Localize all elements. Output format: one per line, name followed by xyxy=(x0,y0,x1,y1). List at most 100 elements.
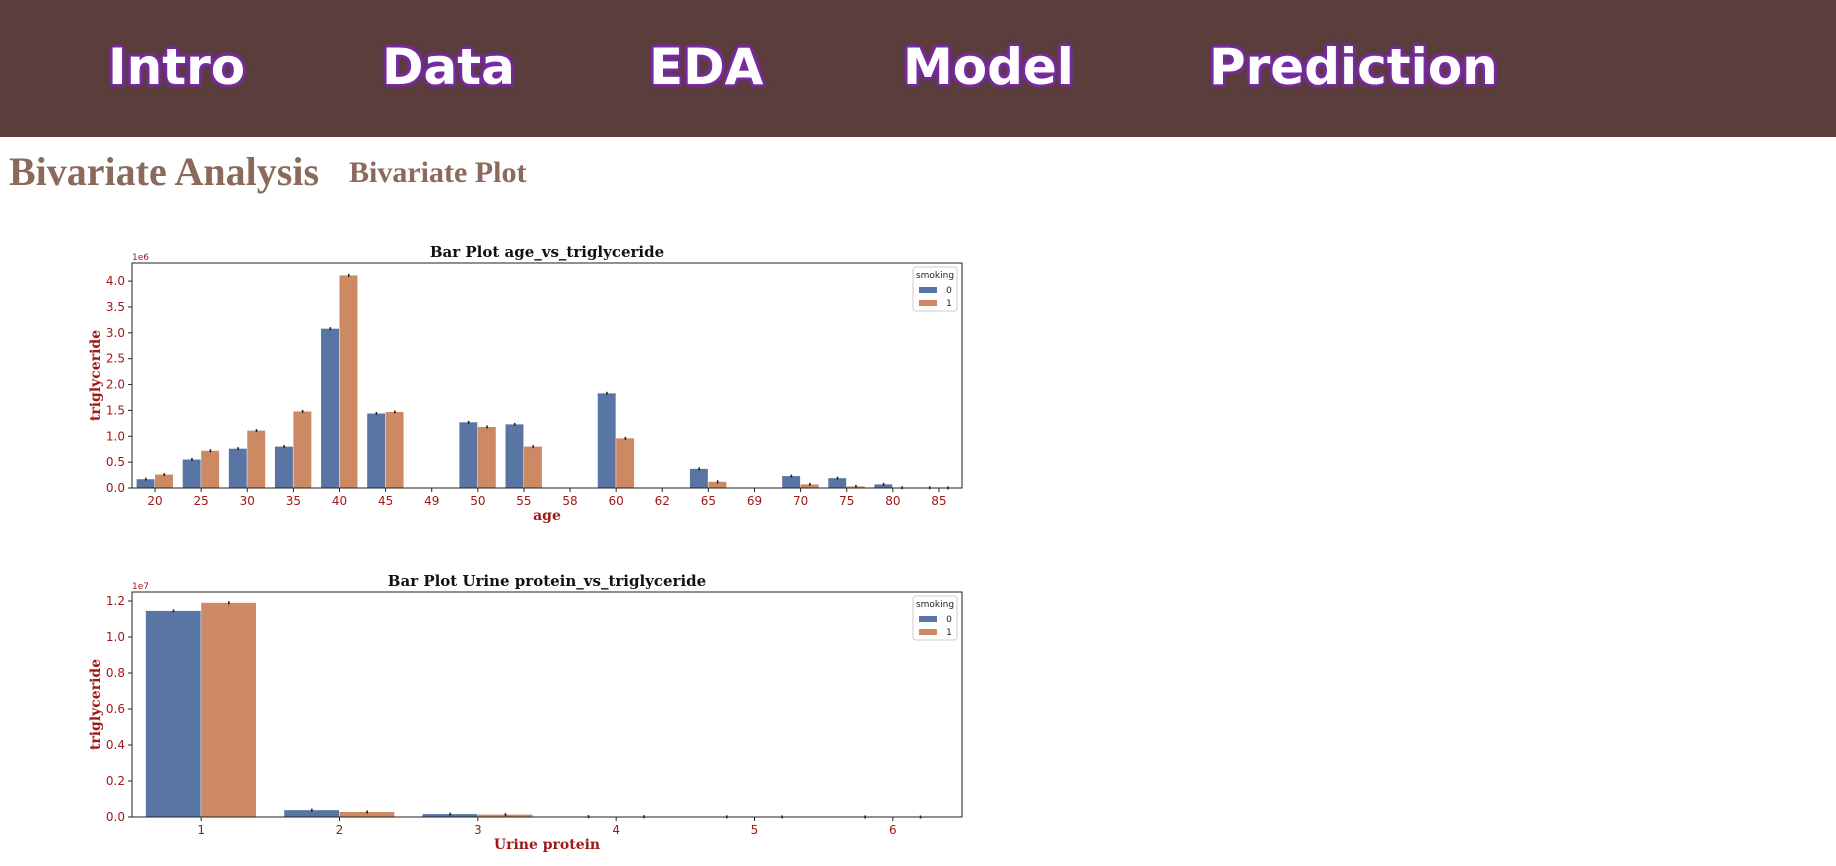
y-tick-label: 0.6 xyxy=(106,702,125,716)
x-tick-label: 55 xyxy=(516,494,531,508)
y-tick-label: 1.0 xyxy=(106,630,125,644)
legend-swatch-0 xyxy=(919,287,937,293)
legend-title: smoking xyxy=(916,271,954,281)
top-navbar: Intro Data EDA Model Prediction xyxy=(0,0,1836,137)
bar-series-1-65 xyxy=(708,481,727,488)
x-tick-label: 65 xyxy=(701,494,716,508)
y-tick-label: 0.4 xyxy=(106,738,125,752)
bar-series-0-70 xyxy=(782,476,801,488)
legend-label-0: 0 xyxy=(946,615,952,625)
y-tick-label: 3.0 xyxy=(106,326,125,340)
x-tick-label: 69 xyxy=(747,494,762,508)
y-tick-label: 2.5 xyxy=(106,352,125,366)
x-tick-label: 70 xyxy=(793,494,808,508)
legend-swatch-0 xyxy=(919,616,937,622)
x-tick-label: 30 xyxy=(240,494,255,508)
x-tick-label: 45 xyxy=(378,494,393,508)
chart-title: Bar Plot Urine protein_vs_triglyceride xyxy=(388,572,706,590)
y-tick-label: 0.0 xyxy=(106,481,125,495)
bar-series-1-1 xyxy=(201,602,256,817)
bar-series-0-60 xyxy=(597,393,616,488)
bar-series-0-25 xyxy=(182,459,201,488)
page-subtitle: Bivariate Plot xyxy=(349,156,527,189)
nav-prediction[interactable]: Prediction xyxy=(1209,38,1498,96)
legend-label-1: 1 xyxy=(946,628,952,638)
bar-series-0-65 xyxy=(689,468,708,488)
x-tick-label: 4 xyxy=(612,823,620,837)
urine-protein-vs-triglyceride-chart: Bar Plot Urine protein_vs_triglyceride 1e… xyxy=(88,572,963,853)
y-scale-label: 1e6 xyxy=(132,253,149,263)
x-axis-label: Urine protein xyxy=(494,837,600,853)
nav-eda[interactable]: EDA xyxy=(649,38,764,96)
bar-series-0-35 xyxy=(274,446,293,488)
bar-series-0-40 xyxy=(321,328,339,488)
y-tick-label: 1.5 xyxy=(106,403,125,417)
bar-series-1-40 xyxy=(339,275,358,488)
y-axis-label: triglyceride xyxy=(88,330,104,421)
y-tick-label: 2.0 xyxy=(106,378,125,392)
legend: smoking 0 1 xyxy=(912,595,958,641)
bar-series-0-50 xyxy=(459,422,478,488)
plot-frame xyxy=(131,591,963,818)
bar-series-0-55 xyxy=(505,424,524,488)
legend: smoking 0 1 xyxy=(912,266,958,312)
bar-series-0-80 xyxy=(874,484,893,488)
bar-series-1-45 xyxy=(385,411,404,488)
legend-label-0: 0 xyxy=(946,286,952,296)
legend-swatch-1 xyxy=(919,300,937,306)
y-tick-label: 0.2 xyxy=(106,774,125,788)
plot-frame xyxy=(131,262,963,489)
x-tick-label: 20 xyxy=(147,494,162,508)
x-axis-label: age xyxy=(533,508,561,524)
y-tick-label: 0.0 xyxy=(106,810,125,824)
legend-title: smoking xyxy=(916,600,954,610)
x-tick-label: 35 xyxy=(286,494,301,508)
x-tick-label: 50 xyxy=(470,494,485,508)
x-tick-label: 1 xyxy=(197,823,205,837)
bar-series-1-20 xyxy=(155,474,173,488)
bar-series-0-1 xyxy=(145,610,201,817)
x-tick-label: 40 xyxy=(332,494,347,508)
legend-swatch-1 xyxy=(919,629,937,635)
y-scale-label: 1e7 xyxy=(132,582,149,592)
x-tick-label: 58 xyxy=(562,494,577,508)
x-tick-label: 5 xyxy=(751,823,759,837)
nav-model[interactable]: Model xyxy=(903,38,1074,96)
bar-series-1-2 xyxy=(339,811,395,817)
y-tick-label: 3.5 xyxy=(106,300,125,314)
bar-series-0-2 xyxy=(284,810,339,817)
y-tick-label: 1.0 xyxy=(106,429,125,443)
bar-series-0-45 xyxy=(367,413,386,488)
bar-series-1-55 xyxy=(523,446,542,488)
bar-series-1-60 xyxy=(616,438,635,488)
bar-series-1-70 xyxy=(800,484,819,488)
nav-intro[interactable]: Intro xyxy=(108,38,246,96)
x-tick-label: 75 xyxy=(839,494,854,508)
x-tick-label: 2 xyxy=(336,823,344,837)
chart-title: Bar Plot age_vs_triglyceride xyxy=(430,243,664,261)
x-tick-label: 80 xyxy=(885,494,900,508)
bar-series-1-50 xyxy=(477,426,496,488)
bar-series-1-30 xyxy=(247,430,266,488)
bar-series-0-20 xyxy=(136,479,155,488)
x-tick-label: 85 xyxy=(931,494,946,508)
bar-series-0-30 xyxy=(228,448,247,488)
nav-data[interactable]: Data xyxy=(382,38,515,96)
y-tick-label: 4.0 xyxy=(106,274,125,288)
y-tick-label: 0.5 xyxy=(106,455,125,469)
age-vs-triglyceride-chart: Bar Plot age_vs_triglyceride 1e6 0.0 0.5 1.0… xyxy=(88,243,963,524)
bar-series-0-75 xyxy=(828,478,847,488)
y-tick-label: 0.8 xyxy=(106,666,125,680)
x-tick-label: 60 xyxy=(609,494,624,508)
x-tick-label: 25 xyxy=(194,494,209,508)
legend-label-1: 1 xyxy=(946,299,952,309)
y-axis-label: triglyceride xyxy=(88,659,104,750)
page-title: Bivariate Analysis xyxy=(9,149,320,194)
bar-series-1-25 xyxy=(201,450,220,488)
x-tick-label: 49 xyxy=(424,494,439,508)
y-tick-label: 1.2 xyxy=(106,594,125,608)
bar-series-1-35 xyxy=(293,411,312,488)
x-tick-label: 3 xyxy=(474,823,482,837)
x-tick-label: 6 xyxy=(889,823,897,837)
x-tick-label: 62 xyxy=(655,494,670,508)
